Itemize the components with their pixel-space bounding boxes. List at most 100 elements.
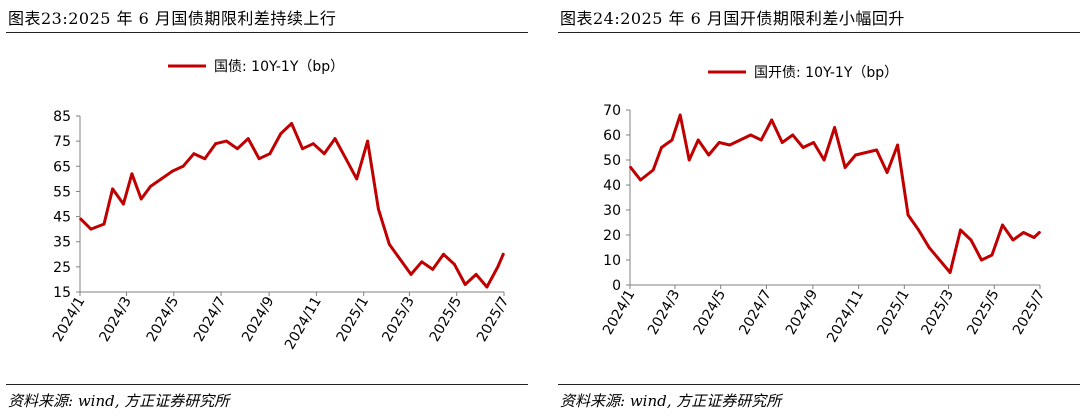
data-point [485, 285, 489, 289]
data-point [333, 137, 337, 140]
y-tick-label: 40 [603, 178, 621, 194]
data-point [812, 141, 815, 144]
x-tick-label: 2025/3 [919, 287, 957, 338]
y-tick-label: 15 [53, 285, 71, 301]
y-tick-label: 55 [53, 184, 71, 200]
x-tick-label: 2024/1 [600, 287, 638, 338]
x-tick-label: 2024/5 [691, 287, 729, 338]
y-tick-label: 10 [603, 253, 621, 269]
data-point [864, 151, 868, 154]
title-divider [558, 32, 1080, 33]
data-point [257, 157, 261, 161]
series-line [629, 113, 1041, 274]
data-point [203, 157, 207, 161]
y-tick-label: 85 [53, 109, 71, 125]
source-divider [6, 384, 528, 385]
data-point [214, 142, 218, 146]
data-point [1037, 231, 1041, 234]
x-tick-label: 2024/7 [736, 287, 774, 338]
data-point [79, 217, 83, 221]
data-point [311, 142, 315, 146]
x-tick-label: 2024/9 [239, 294, 277, 345]
data-point [670, 138, 674, 142]
data-point [442, 252, 445, 256]
y-tick-label: 20 [603, 228, 621, 244]
data-point [990, 253, 994, 257]
series-line [79, 122, 505, 289]
x-tick-label: 2025/7 [1010, 287, 1048, 338]
data-point [749, 133, 753, 137]
x-tick-label: 2024/3 [645, 287, 683, 338]
data-point [959, 228, 962, 232]
data-point [387, 242, 391, 246]
data-point [501, 252, 505, 256]
y-tick-label: 45 [53, 210, 71, 226]
legend-label: 国债: 10Y-1Y（bp） [214, 59, 344, 75]
data-point [885, 171, 889, 174]
y-tick-label: 50 [603, 153, 621, 169]
data-point [1011, 238, 1015, 242]
data-point [355, 177, 359, 181]
data-point [149, 185, 152, 188]
x-tick-label: 2024/1 [50, 294, 88, 345]
data-point [759, 138, 763, 142]
data-point [833, 126, 836, 129]
data-point [268, 152, 272, 156]
data-point [192, 152, 196, 156]
x-tick-label: 2025/3 [379, 294, 417, 345]
legend-label: 国开债: 10Y-1Y（bp） [754, 65, 898, 81]
data-point [780, 141, 784, 144]
x-tick-label: 2024/5 [144, 294, 182, 345]
y-tick-label: 75 [53, 134, 71, 150]
source-note: 资料来源: wind, 方正证券研究所 [8, 392, 230, 410]
data-point [236, 147, 239, 151]
data-point [322, 152, 326, 156]
x-tick-label: 2025/1 [334, 294, 372, 345]
data-point [948, 271, 952, 274]
data-point [917, 228, 920, 232]
data-point [453, 262, 456, 266]
data-point [906, 213, 910, 217]
data-point [181, 164, 185, 168]
data-point [122, 202, 125, 206]
data-point [896, 143, 899, 147]
data-point [969, 238, 973, 242]
data-point [366, 139, 369, 143]
data-point [660, 146, 663, 149]
data-point [431, 268, 435, 271]
data-point [89, 227, 93, 231]
y-tick-label: 60 [603, 128, 621, 144]
data-point [139, 197, 143, 201]
data-point [717, 141, 721, 144]
data-point [738, 138, 742, 142]
data-point [420, 260, 424, 264]
data-point [639, 178, 642, 182]
x-tick-label: 2024/9 [783, 287, 821, 338]
data-point [791, 133, 795, 137]
data-point [651, 168, 655, 172]
data-point [225, 139, 228, 143]
data-point [279, 132, 283, 135]
y-tick-label: 35 [53, 235, 71, 251]
title-divider [6, 32, 528, 33]
data-point [1001, 223, 1004, 227]
data-point [875, 148, 878, 152]
data-point [770, 118, 774, 122]
data-point [170, 169, 174, 173]
y-tick-label: 65 [53, 159, 71, 175]
source-note: 资料来源: wind, 方正证券研究所 [560, 392, 782, 410]
data-point [687, 158, 691, 162]
data-point [678, 113, 682, 117]
data-point [822, 158, 826, 162]
data-point [474, 273, 478, 276]
data-point [927, 246, 931, 249]
data-point [629, 166, 633, 169]
data-point [398, 257, 402, 261]
chart-title: 图表24:2025 年 6 月国开债期限利差小幅回升 [560, 9, 905, 28]
data-point [1022, 231, 1025, 234]
data-point [301, 147, 304, 151]
x-tick-label: 2025/1 [874, 287, 912, 338]
data-point [707, 153, 711, 157]
x-tick-label: 2025/5 [427, 294, 465, 345]
